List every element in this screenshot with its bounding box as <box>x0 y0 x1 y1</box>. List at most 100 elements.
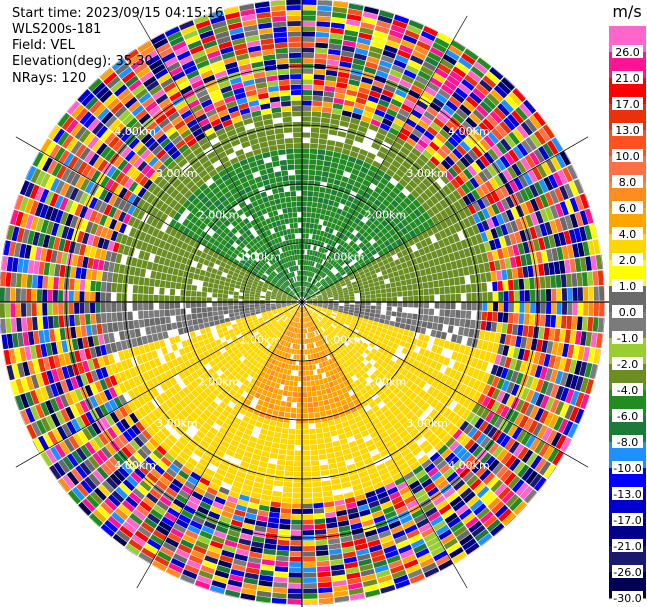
velocity-gate <box>307 299 312 301</box>
velocity-gate <box>378 280 385 286</box>
velocity-gate <box>59 496 74 512</box>
velocity-gate <box>317 581 332 588</box>
velocity-gate <box>394 321 401 328</box>
velocity-gate <box>368 332 375 338</box>
velocity-gate <box>311 285 316 290</box>
velocity-gate <box>341 193 349 200</box>
velocity-gate <box>14 447 27 464</box>
velocity-gate <box>305 260 309 266</box>
velocity-gate <box>574 330 582 345</box>
velocity-gate <box>465 95 479 108</box>
velocity-gate <box>407 238 415 247</box>
velocity-gate <box>515 218 524 231</box>
velocity-gate <box>312 279 317 285</box>
velocity-gate <box>302 164 309 170</box>
velocity-gate <box>322 266 327 272</box>
velocity-gate <box>276 550 289 557</box>
velocity-gate <box>498 508 512 522</box>
velocity-gate <box>302 148 310 154</box>
velocity-gate <box>384 388 392 397</box>
velocity-gate <box>312 492 323 498</box>
velocity-gate <box>312 302 318 304</box>
velocity-gate <box>352 198 360 206</box>
velocity-gate <box>363 284 370 289</box>
velocity-gate <box>408 229 417 238</box>
velocity-gate <box>324 323 330 328</box>
velocity-gate <box>582 241 590 256</box>
velocity-gate <box>448 96 462 108</box>
velocity-gate <box>411 128 423 139</box>
velocity-gate <box>439 229 447 239</box>
velocity-gate <box>425 198 435 208</box>
velocity-gate <box>431 369 439 379</box>
velocity-gate <box>342 235 349 242</box>
velocity-gate <box>452 148 463 160</box>
velocity-gate <box>463 327 470 337</box>
velocity-gate <box>307 201 313 207</box>
velocity-gate <box>420 239 428 248</box>
velocity-gate <box>416 398 426 408</box>
velocity-gate <box>491 249 499 261</box>
velocity-gate <box>317 224 323 231</box>
velocity-gate <box>479 468 492 482</box>
velocity-gate <box>524 403 535 417</box>
velocity-gate <box>319 411 327 417</box>
velocity-gate <box>467 203 477 215</box>
velocity-gate <box>412 162 422 172</box>
velocity-gate <box>323 501 335 508</box>
velocity-gate <box>606 334 613 349</box>
velocity-gate <box>525 337 533 350</box>
velocity-gate <box>495 58 511 73</box>
velocity-gate <box>500 534 515 549</box>
velocity-gate <box>313 312 319 316</box>
velocity-gate <box>305 287 309 293</box>
velocity-gate <box>307 391 312 398</box>
velocity-gate <box>426 227 434 237</box>
velocity-gate <box>351 318 358 323</box>
velocity-gate <box>405 410 415 420</box>
velocity-gate <box>405 94 418 104</box>
velocity-gate <box>265 435 274 442</box>
velocity-gate <box>422 178 432 188</box>
velocity-gate <box>429 295 435 302</box>
velocity-gate <box>603 317 605 333</box>
velocity-gate <box>394 399 404 408</box>
velocity-gate <box>548 174 559 189</box>
velocity-gate <box>293 354 297 360</box>
velocity-gate <box>580 331 587 346</box>
velocity-gate <box>347 155 357 163</box>
velocity-gate <box>359 345 367 352</box>
velocity-gate <box>487 497 501 511</box>
velocity-gate <box>552 172 564 187</box>
velocity-gate <box>388 383 397 392</box>
velocity-gate <box>306 281 309 287</box>
velocity-gate <box>401 334 408 342</box>
velocity-gate <box>454 175 465 186</box>
velocity-gate <box>308 412 315 419</box>
velocity-gate <box>315 385 321 391</box>
velocity-gate <box>313 267 317 273</box>
velocity-gate <box>329 167 338 174</box>
velocity-gate <box>288 364 293 370</box>
velocity-gate <box>293 471 302 477</box>
velocity-gate <box>523 278 530 290</box>
velocity-gate <box>600 383 605 400</box>
velocity-gate <box>531 166 543 181</box>
velocity-gate <box>362 161 372 170</box>
velocity-gate <box>305 370 310 376</box>
velocity-gate <box>275 469 285 476</box>
velocity-gate <box>449 9 466 21</box>
velocity-gate <box>324 155 333 162</box>
velocity-gate <box>421 321 428 328</box>
velocity-gate <box>604 184 605 201</box>
velocity-gate <box>453 251 461 261</box>
velocity-gate <box>344 267 351 273</box>
velocity-gate <box>422 25 439 37</box>
velocity-gate <box>273 431 282 438</box>
velocity-gate <box>318 246 323 253</box>
velocity-gate <box>539 366 548 380</box>
velocity-gate <box>359 292 365 296</box>
velocity-gate <box>566 244 575 259</box>
velocity-gate <box>302 68 314 74</box>
velocity-gate <box>126 569 143 583</box>
